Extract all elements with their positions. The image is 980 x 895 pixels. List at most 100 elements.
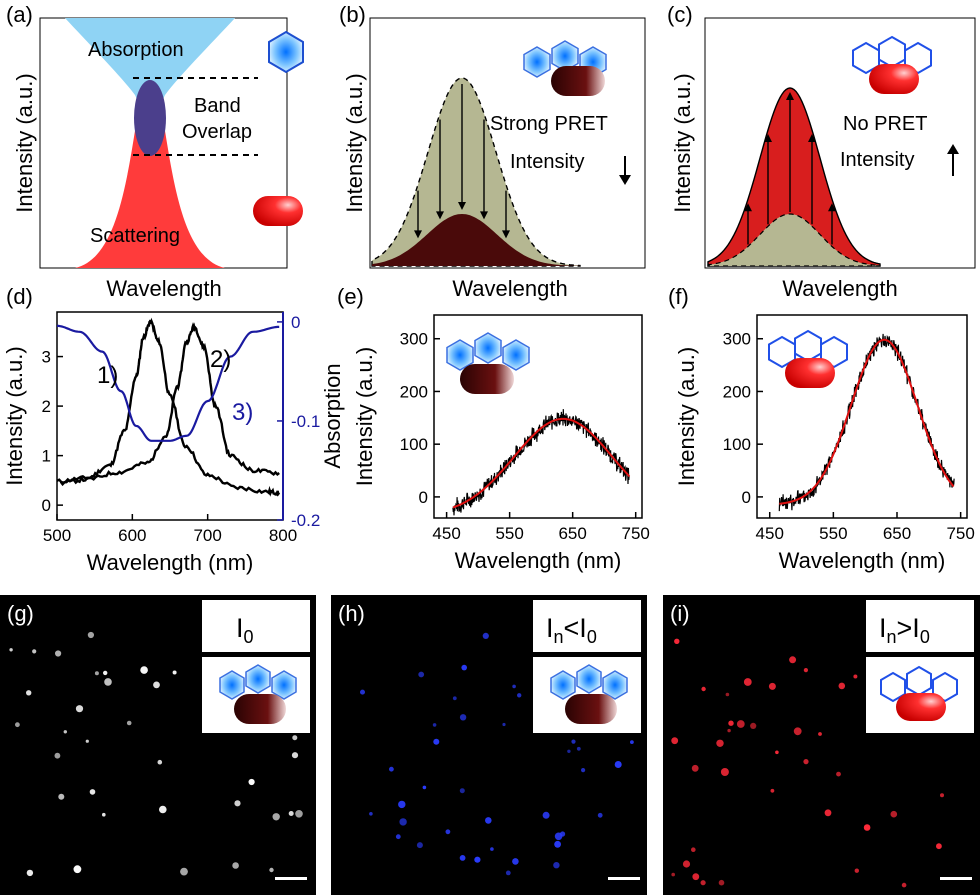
particle (474, 856, 481, 863)
particle (140, 666, 148, 674)
x-tick-label: 450 (756, 524, 784, 543)
particle (512, 684, 516, 689)
axis-y2-title-d: Absorption (320, 363, 345, 468)
y-tick-label: 0 (419, 488, 428, 507)
particle (103, 670, 108, 676)
particle (818, 732, 822, 736)
particle (157, 759, 163, 765)
particle (234, 800, 241, 807)
panel-c-frame (704, 17, 976, 269)
particle (26, 690, 32, 696)
enhanced-spectrum (707, 87, 881, 267)
particle (576, 746, 581, 751)
particle (63, 730, 67, 734)
plot-frame (433, 314, 643, 519)
arrow-up-icon (764, 133, 772, 142)
particle (727, 728, 731, 733)
y-tick-label: 1 (42, 447, 51, 466)
axis-y-title-d: Intensity (a.u.) (2, 346, 27, 485)
y2-tick-label: -0.1 (291, 412, 320, 431)
label-box-g (202, 600, 310, 652)
y-tick-label: 2 (42, 397, 51, 416)
particle (567, 749, 571, 753)
chart-f: 450 550 650 750 0 100 200 300 (f) Wavelength (nm)… (668, 284, 975, 573)
fit-curve (452, 417, 631, 509)
particle (399, 818, 407, 826)
chart-e: 450 550 650 750 0 100 200 300 (e) Wavelength (nm)… (337, 284, 650, 573)
label-no-pret: No PRET (843, 113, 927, 135)
axis-x-title-f: Wavelength (nm) (779, 548, 946, 573)
particle (700, 880, 706, 886)
axis-x-title-c: Wavelength (782, 276, 897, 301)
panel-letter-a: (a) (6, 2, 33, 27)
scattering-band (75, 86, 225, 268)
y-tick-label: 3 (42, 348, 51, 367)
particle (422, 785, 427, 790)
x-tick-label: 750 (946, 524, 974, 543)
label-box-i (866, 600, 974, 652)
x-tick-label: 750 (622, 524, 650, 543)
particles-h (360, 632, 634, 876)
particle (824, 809, 832, 817)
particle (743, 678, 752, 686)
particle (416, 842, 423, 849)
particle (701, 686, 706, 692)
particle (936, 843, 942, 850)
particle (288, 811, 294, 816)
particle (433, 738, 440, 745)
y-tick-label: 300 (400, 330, 428, 349)
y-tick-label: 0 (42, 496, 51, 515)
particle (87, 631, 94, 639)
panel-g: (g) I0 (0, 595, 316, 895)
hexagon-dye-icon (550, 664, 628, 700)
original-spectrum (371, 77, 581, 267)
particle (692, 873, 700, 881)
panel-letter-b: (b) (339, 2, 366, 27)
arrow-down-icon (458, 202, 466, 210)
axis-y-title-f: Intensity (a.u.) (674, 347, 699, 486)
series-label-2: 2) (210, 346, 231, 373)
particle (671, 872, 675, 877)
y2-tick-label: -0.2 (291, 511, 320, 530)
particle (73, 865, 82, 874)
arrow-up-icon (947, 144, 959, 176)
hexagon-dye-icon (268, 30, 304, 74)
intensity-label-h: In<I0 (546, 613, 597, 647)
particle (9, 648, 13, 652)
particle (554, 840, 561, 848)
particle (725, 692, 730, 697)
panel-letter-d: (d) (6, 284, 33, 309)
particle (542, 811, 550, 819)
particle (490, 847, 494, 851)
particle (716, 739, 724, 747)
fit-curve (779, 338, 955, 505)
particle (671, 737, 679, 745)
particle (89, 789, 96, 795)
particle (560, 831, 566, 837)
arrow-down-icon (414, 230, 422, 239)
particle (736, 720, 745, 728)
particle (445, 829, 451, 835)
hexagon-dye-icon (446, 332, 530, 371)
particle (102, 812, 106, 817)
axis-x-title-b: Wavelength (452, 276, 567, 301)
measured-spectrum (452, 409, 630, 516)
panel-letter-i: (i) (670, 601, 690, 626)
particle (793, 727, 802, 736)
axis-y-title-c: Intensity (a.u.) (670, 73, 695, 212)
particle (691, 764, 699, 772)
particle (553, 862, 560, 869)
particle (85, 739, 89, 743)
x-tick-label: 550 (495, 524, 523, 543)
y-tick-label: 100 (723, 435, 751, 454)
x-tick-label: 600 (118, 526, 146, 545)
particle (863, 824, 871, 831)
panel-b: (b) Strong PRET Intensity Wavelength Int… (339, 2, 646, 301)
overlap-region (134, 80, 166, 156)
gold-nanorod-icon (460, 364, 514, 394)
particle (389, 766, 394, 772)
intensity-label-g: I0 (236, 613, 254, 647)
particle (172, 670, 177, 675)
x-tick-label: 500 (43, 526, 71, 545)
particle (459, 788, 465, 794)
